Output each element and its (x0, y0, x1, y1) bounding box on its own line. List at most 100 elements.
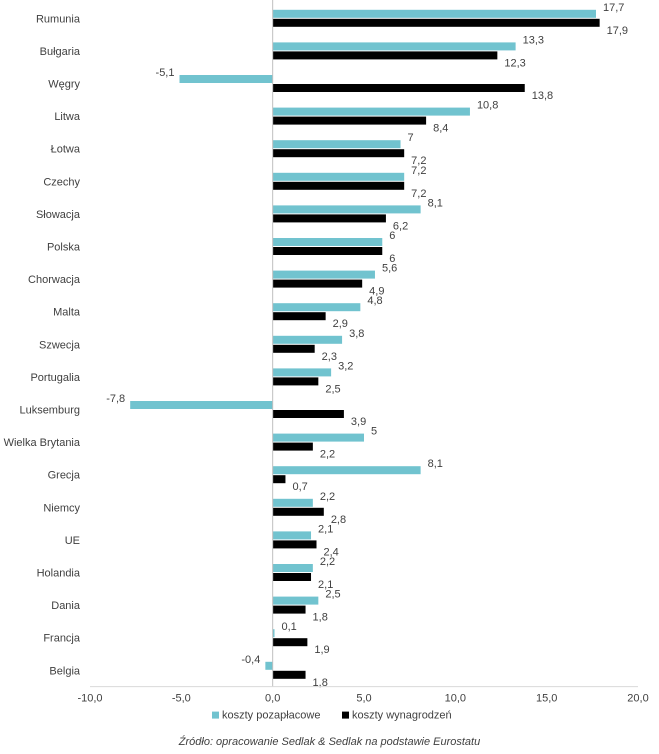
category-label: Belgia (49, 665, 80, 677)
bar-wage-costs (272, 540, 317, 549)
data-label: 2,9 (333, 318, 348, 330)
bar-non-wage-costs (272, 303, 361, 312)
data-label: 2,3 (322, 351, 337, 363)
bar-wage-costs (272, 181, 405, 190)
data-label: 2,5 (325, 589, 340, 601)
bar-wage-costs (272, 116, 427, 125)
bar-non-wage-costs (272, 335, 343, 344)
data-label: 8,1 (428, 197, 443, 209)
data-label: 6 (389, 230, 395, 242)
bar-non-wage-costs (179, 75, 273, 83)
category-label: Węgry (48, 79, 80, 91)
data-label: 17,9 (607, 25, 628, 37)
bar-non-wage-costs (272, 238, 383, 246)
bar-wage-costs (272, 312, 326, 321)
data-label: 13,3 (523, 34, 544, 46)
bar-wage-costs (272, 51, 498, 60)
data-label: 1,9 (314, 644, 329, 656)
category-label: UE (65, 535, 80, 547)
bar-wage-costs (272, 605, 306, 614)
category-label: Czechy (43, 176, 80, 188)
data-label: 2,1 (318, 579, 333, 591)
bar-non-wage-costs (265, 661, 273, 670)
x-tick-label: -10,0 (77, 693, 102, 705)
legend-swatch-wage-costs (342, 711, 349, 719)
x-tick-label: 0,0 (265, 693, 280, 705)
bar-wage-costs (272, 410, 344, 418)
bar-non-wage-costs (272, 205, 421, 214)
bar-wage-costs (272, 573, 312, 581)
data-label: 5 (371, 426, 377, 438)
bar-non-wage-costs (272, 270, 375, 279)
x-tick-label: -5,0 (172, 693, 191, 705)
bar-wage-costs (272, 149, 405, 158)
category-label: Słowacja (36, 209, 81, 221)
data-label: 10,8 (477, 100, 498, 112)
x-tick-label: 20,0 (627, 693, 648, 705)
x-tick-label: 15,0 (536, 693, 557, 705)
category-label: Chorwacja (28, 274, 81, 286)
data-label: 2,8 (331, 514, 346, 526)
bar-non-wage-costs (272, 498, 313, 507)
data-label: 1,8 (313, 612, 328, 624)
bar-wage-costs (272, 377, 319, 386)
data-label: -5,1 (156, 67, 175, 79)
data-label: 8,1 (428, 458, 443, 470)
bar-non-wage-costs (272, 140, 401, 149)
data-label: 13,8 (532, 90, 553, 102)
category-label: Szwecja (39, 339, 81, 351)
category-label: Malta (53, 307, 81, 319)
data-label: 3,2 (338, 360, 353, 372)
data-label: -0,4 (241, 654, 260, 666)
data-label: 6,2 (393, 220, 408, 232)
bar-non-wage-costs (130, 401, 273, 409)
data-label: 17,7 (603, 2, 624, 14)
category-label: Luksemburg (19, 405, 80, 417)
data-label: 0,7 (292, 481, 307, 493)
data-label: 2,4 (324, 546, 339, 558)
data-label: 2,2 (320, 491, 335, 503)
category-label: Portugalia (30, 372, 80, 384)
x-tick-label: 10,0 (445, 693, 466, 705)
category-label: Polska (47, 242, 81, 254)
category-label: Holandia (37, 568, 81, 580)
bar-wage-costs (272, 247, 383, 255)
data-label: 6 (389, 253, 395, 265)
bar-non-wage-costs (272, 629, 275, 638)
bar-non-wage-costs (272, 596, 319, 605)
source-note: Źródło: opracowanie Sedlak & Sedlak na p… (178, 736, 481, 748)
bar-non-wage-costs (272, 42, 516, 51)
data-label: 1,8 (313, 677, 328, 689)
data-label: 2,2 (320, 556, 335, 568)
data-label: 12,3 (504, 57, 525, 69)
bar-wage-costs (272, 344, 315, 353)
bar-wage-costs (272, 638, 308, 647)
bar-non-wage-costs (272, 531, 312, 540)
category-label: Grecja (48, 470, 81, 482)
data-label: 8,4 (433, 123, 448, 135)
legend-label-wage-costs: koszty wynagrodzeń (352, 710, 452, 722)
data-label: 3,9 (351, 416, 366, 428)
bar-non-wage-costs (272, 368, 332, 377)
data-label: 2,2 (320, 449, 335, 461)
bar-wage-costs (272, 670, 306, 679)
bar-non-wage-costs (272, 9, 596, 18)
data-label: 7,2 (411, 155, 426, 167)
bar-non-wage-costs (272, 107, 470, 116)
bar-wage-costs (272, 475, 286, 484)
bar-wage-costs (272, 84, 525, 92)
category-label: Litwa (54, 111, 81, 123)
category-label: Łotwa (51, 144, 81, 156)
bar-non-wage-costs (272, 172, 405, 181)
bar-non-wage-costs (272, 433, 364, 442)
bar-non-wage-costs (272, 564, 313, 572)
data-label: 7,2 (411, 165, 426, 177)
data-label: 0,1 (281, 621, 296, 633)
bar-wage-costs (272, 18, 600, 27)
data-label: 7 (408, 132, 414, 144)
category-label: Dania (51, 600, 81, 612)
category-label: Francja (43, 633, 81, 645)
data-label: 4,8 (367, 295, 382, 307)
bar-wage-costs (272, 507, 324, 516)
